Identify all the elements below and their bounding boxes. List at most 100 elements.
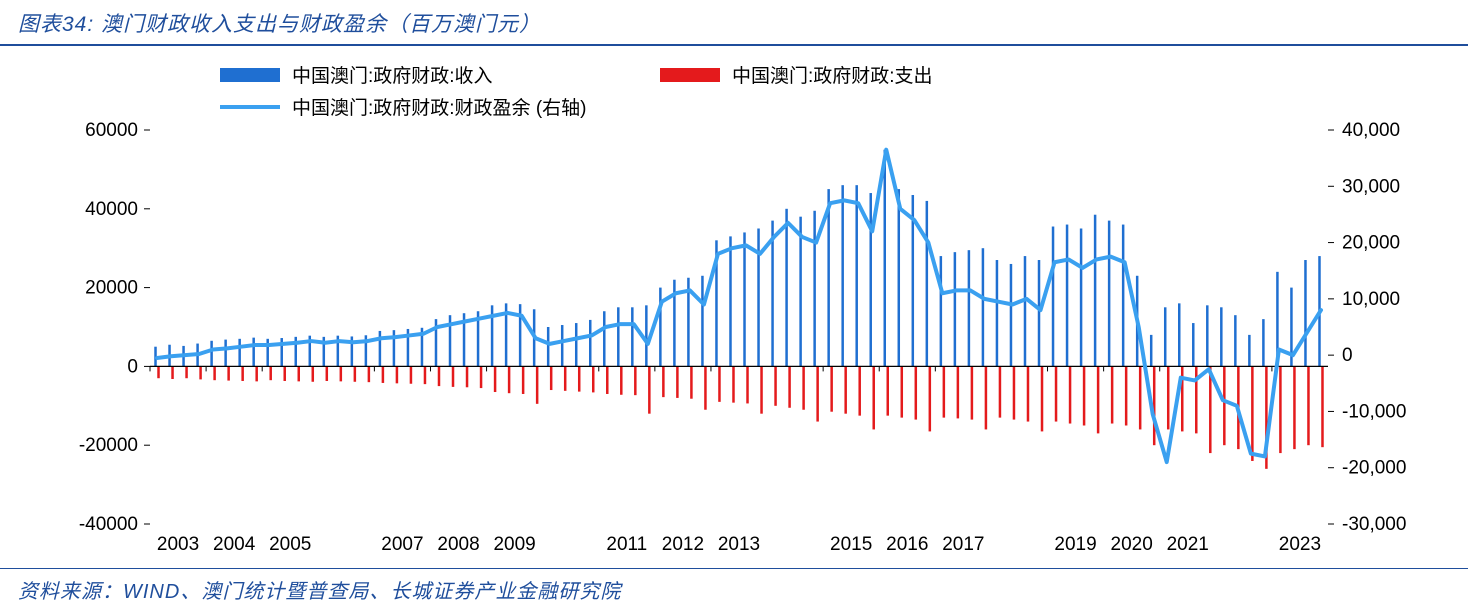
- source-text: WIND、澳门统计暨普查局、长城证券产业金融研究院: [123, 581, 621, 603]
- revenue-bar: [701, 276, 704, 367]
- legend-label-surplus: 中国澳门:政府财政:财政盈余 (右轴): [292, 97, 587, 119]
- right-tick-label: -30,000: [1342, 514, 1406, 535]
- expenditure-bar: [227, 366, 230, 380]
- legend-label-revenue: 中国澳门:政府财政:收入: [292, 65, 493, 87]
- legend-label-expenditure: 中国澳门:政府财政:支出: [732, 65, 933, 87]
- x-tick-label: 2004: [213, 534, 256, 555]
- expenditure-bar: [424, 366, 427, 384]
- legend-swatch-revenue: [220, 68, 280, 82]
- left-tick-label: -40000: [79, 514, 138, 535]
- expenditure-bar: [844, 366, 847, 413]
- revenue-bar: [1192, 323, 1195, 366]
- expenditure-bar: [1083, 366, 1086, 425]
- expenditure-bar: [312, 366, 315, 381]
- expenditure-bar: [676, 366, 679, 398]
- left-tick-label: 20000: [85, 278, 138, 299]
- revenue-bar: [266, 339, 269, 367]
- expenditure-bar: [690, 366, 693, 398]
- expenditure-bar: [985, 366, 988, 429]
- expenditure-bar: [957, 366, 960, 418]
- x-tick-label: 2013: [718, 534, 760, 555]
- revenue-bar: [968, 250, 971, 366]
- expenditure-bar: [971, 366, 974, 419]
- x-tick-label: 2019: [1054, 534, 1096, 555]
- revenue-bar: [1150, 335, 1153, 367]
- revenue-bar: [1108, 221, 1111, 367]
- expenditure-bar: [1321, 366, 1324, 447]
- revenue-bar: [1164, 307, 1167, 366]
- expenditure-bar: [929, 366, 932, 431]
- revenue-bar: [757, 229, 760, 367]
- left-tick-label: 40000: [85, 199, 138, 220]
- revenue-bar: [1206, 305, 1209, 366]
- x-tick-label: 2011: [606, 534, 647, 555]
- expenditure-bar: [704, 366, 707, 409]
- title-number: 34: [62, 13, 87, 36]
- expenditure-bar: [508, 366, 511, 393]
- expenditure-bar: [746, 366, 749, 403]
- right-tick-label: -20,000: [1342, 458, 1406, 479]
- expenditure-bar: [283, 366, 286, 381]
- expenditure-bar: [480, 366, 483, 388]
- surplus-line: [157, 150, 1321, 462]
- revenue-bar: [645, 305, 648, 366]
- chart-container: -40000-200000200004000060000-30,000-20,0…: [60, 50, 1438, 564]
- x-tick-label: 2017: [942, 534, 984, 555]
- revenue-bar: [1304, 260, 1307, 366]
- x-tick-label: 2016: [886, 534, 928, 555]
- expenditure-bar: [241, 366, 244, 381]
- revenue-bar: [799, 217, 802, 367]
- expenditure-bar: [396, 366, 399, 383]
- revenue-bar: [1178, 303, 1181, 366]
- expenditure-bar: [662, 366, 665, 397]
- expenditure-bar: [269, 366, 272, 380]
- source-label: 资料来源：: [18, 581, 123, 603]
- expenditure-bar: [802, 366, 805, 409]
- revenue-bar: [743, 232, 746, 366]
- title-prefix: 图表: [18, 13, 62, 36]
- chart-title: 图表34: 澳门财政收入支出与财政盈余（百万澳门元）: [0, 0, 1468, 46]
- revenue-bar: [996, 260, 999, 366]
- revenue-bar: [813, 211, 816, 367]
- x-tick-label: 2015: [830, 534, 872, 555]
- expenditure-bar: [620, 366, 623, 394]
- revenue-bar: [575, 323, 578, 366]
- expenditure-bar: [157, 366, 160, 378]
- revenue-bar: [547, 327, 550, 366]
- revenue-bar: [1094, 215, 1097, 367]
- expenditure-bar: [185, 366, 188, 378]
- expenditure-bar: [1307, 366, 1310, 445]
- expenditure-bar: [1013, 366, 1016, 419]
- x-tick-label: 2023: [1279, 534, 1321, 555]
- revenue-bar: [898, 189, 901, 366]
- expenditure-bar: [550, 366, 553, 390]
- right-tick-label: 40,000: [1342, 120, 1400, 141]
- expenditure-bar: [1279, 366, 1282, 453]
- right-tick-label: -10,000: [1342, 401, 1406, 422]
- legend-swatch-expenditure: [660, 68, 720, 82]
- revenue-bar: [841, 185, 844, 366]
- expenditure-bar: [494, 366, 497, 392]
- revenue-bar: [561, 325, 564, 366]
- expenditure-bar: [438, 366, 441, 386]
- expenditure-bar: [1097, 366, 1100, 433]
- title-text: 澳门财政收入支出与财政盈余（百万澳门元）: [94, 13, 541, 36]
- x-tick-label: 2005: [269, 534, 311, 555]
- expenditure-bar: [999, 366, 1002, 417]
- expenditure-bar: [298, 366, 301, 381]
- expenditure-bar: [1125, 366, 1128, 425]
- revenue-bar: [1066, 225, 1069, 367]
- expenditure-bar: [1027, 366, 1030, 421]
- expenditure-bar: [592, 366, 595, 392]
- revenue-bar: [252, 338, 255, 367]
- revenue-bar: [1024, 256, 1026, 366]
- revenue-bar: [1052, 227, 1055, 367]
- expenditure-bar: [606, 366, 609, 394]
- source-bar: 资料来源：WIND、澳门统计暨普查局、长城证券产业金融研究院: [0, 568, 1468, 612]
- revenue-bar: [617, 307, 620, 366]
- expenditure-bar: [354, 366, 357, 381]
- expenditure-bar: [887, 366, 890, 415]
- expenditure-bar: [1167, 366, 1170, 429]
- right-tick-label: 20,000: [1342, 233, 1400, 254]
- expenditure-bar: [410, 366, 413, 383]
